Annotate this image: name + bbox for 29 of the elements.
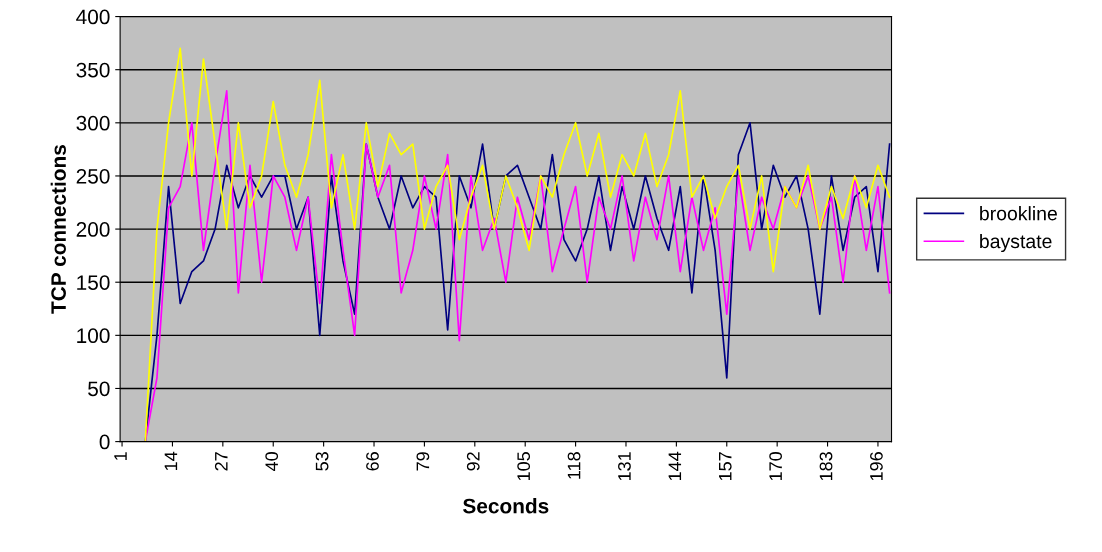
- x-tick-label: 118: [567, 452, 581, 479]
- y-tick-label: 250: [76, 168, 110, 184]
- y-tick-label: 50: [88, 381, 110, 397]
- x-tick-label: 40: [265, 452, 279, 471]
- x-tick-label: 170: [769, 452, 783, 481]
- y-tick-label: 150: [77, 275, 110, 290]
- legend-label: brookline: [980, 206, 1057, 221]
- y-tick-label: 100: [77, 328, 110, 344]
- x-tick-label: 131: [618, 452, 631, 481]
- y-tick-label: 0: [99, 434, 110, 450]
- y-tick-label: 300: [76, 115, 110, 131]
- x-tick-label: 105: [517, 452, 531, 481]
- x-tick-label: 27: [214, 452, 228, 471]
- x-tick-label: 144: [668, 451, 682, 481]
- x-tick-label: 66: [366, 452, 379, 471]
- y-tick-label: 350: [76, 62, 110, 78]
- x-tick-label: 79: [416, 452, 430, 471]
- x-tick-label: 157: [719, 452, 732, 481]
- x-tick-label: 14: [164, 451, 178, 471]
- y-tick-label: 400: [76, 9, 110, 25]
- y-axis-title: TCP connections: [50, 145, 66, 314]
- x-tick-label: 53: [315, 452, 329, 471]
- y-tick-label: 200: [76, 222, 110, 237]
- x-tick-label: 1: [114, 452, 127, 460]
- legend-label: baystate: [980, 233, 1052, 253]
- x-tick-label: 92: [466, 452, 480, 471]
- x-axis-title: Seconds: [463, 498, 549, 514]
- x-tick-label: 196: [870, 452, 883, 481]
- x-tick-label: 183: [819, 452, 833, 481]
